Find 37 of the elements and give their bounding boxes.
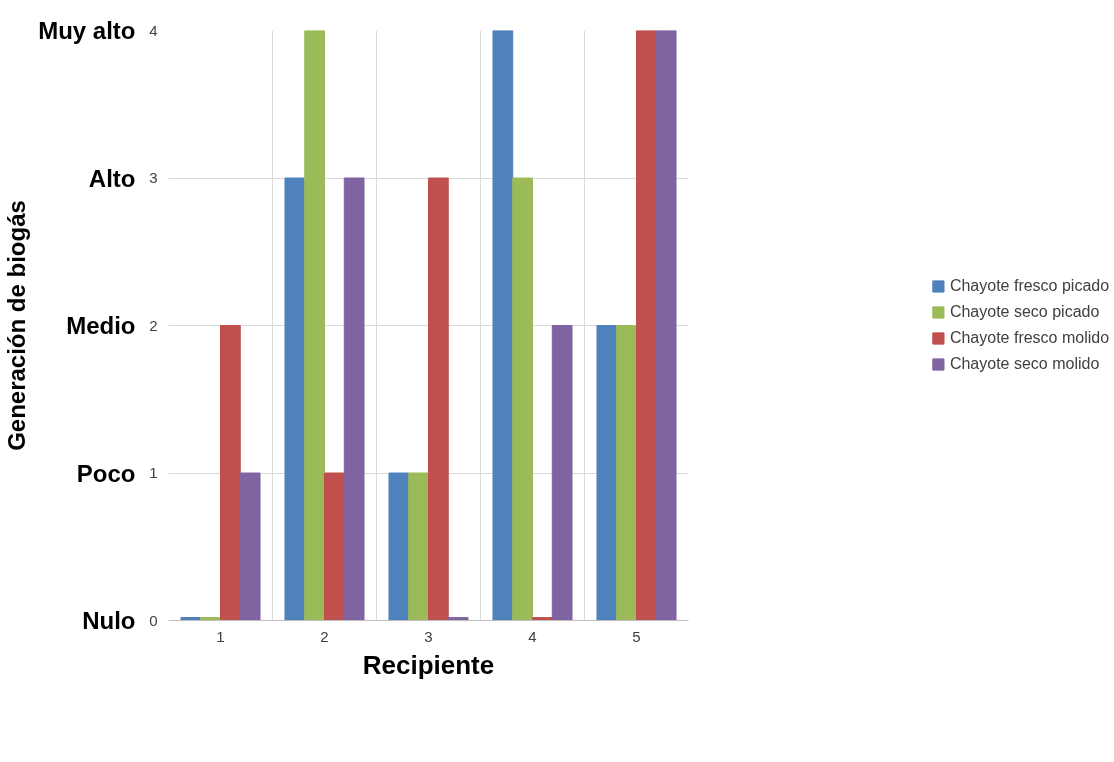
text: Alto [88, 164, 136, 192]
bar [239, 472, 261, 621]
bar [616, 325, 637, 621]
text: Nulo [82, 607, 136, 634]
bar [284, 177, 306, 621]
legend-label: Chayote seco picado [949, 303, 1100, 321]
bar [428, 177, 449, 621]
x-tick-label: 1 [216, 627, 225, 645]
y-tick-label: 4 [149, 21, 158, 39]
legend-label: Chayote seco molido [949, 355, 1100, 373]
legend-label: Chayote fresco molido [949, 329, 1110, 347]
bar [304, 30, 325, 621]
bar [551, 325, 573, 621]
bar [596, 325, 618, 621]
bar [655, 30, 677, 621]
bar [492, 30, 514, 621]
x-tick-label: 4 [528, 627, 537, 645]
y-tick-label: 0 [149, 611, 158, 629]
x-axis-title: Recipiente [362, 649, 495, 680]
text: Poco [76, 459, 136, 487]
x-tick-label: 3 [424, 627, 433, 645]
bar [220, 325, 241, 621]
legend-label: Chayote fresco picado [949, 277, 1110, 295]
text: Medio [66, 312, 136, 339]
text: Muy alto [38, 17, 136, 44]
bar [636, 30, 657, 621]
bar [388, 472, 410, 621]
bar [324, 472, 345, 621]
y-tick-label: 1 [149, 464, 158, 481]
y2-axis-title: Generación de biogás [3, 200, 31, 451]
bar [343, 177, 365, 621]
bar [408, 472, 429, 621]
y-tick-label: 3 [149, 169, 158, 186]
bar [512, 177, 533, 621]
x-tick-label: 5 [632, 627, 641, 645]
y-tick-label: 2 [149, 316, 158, 334]
x-tick-label: 2 [320, 627, 329, 645]
